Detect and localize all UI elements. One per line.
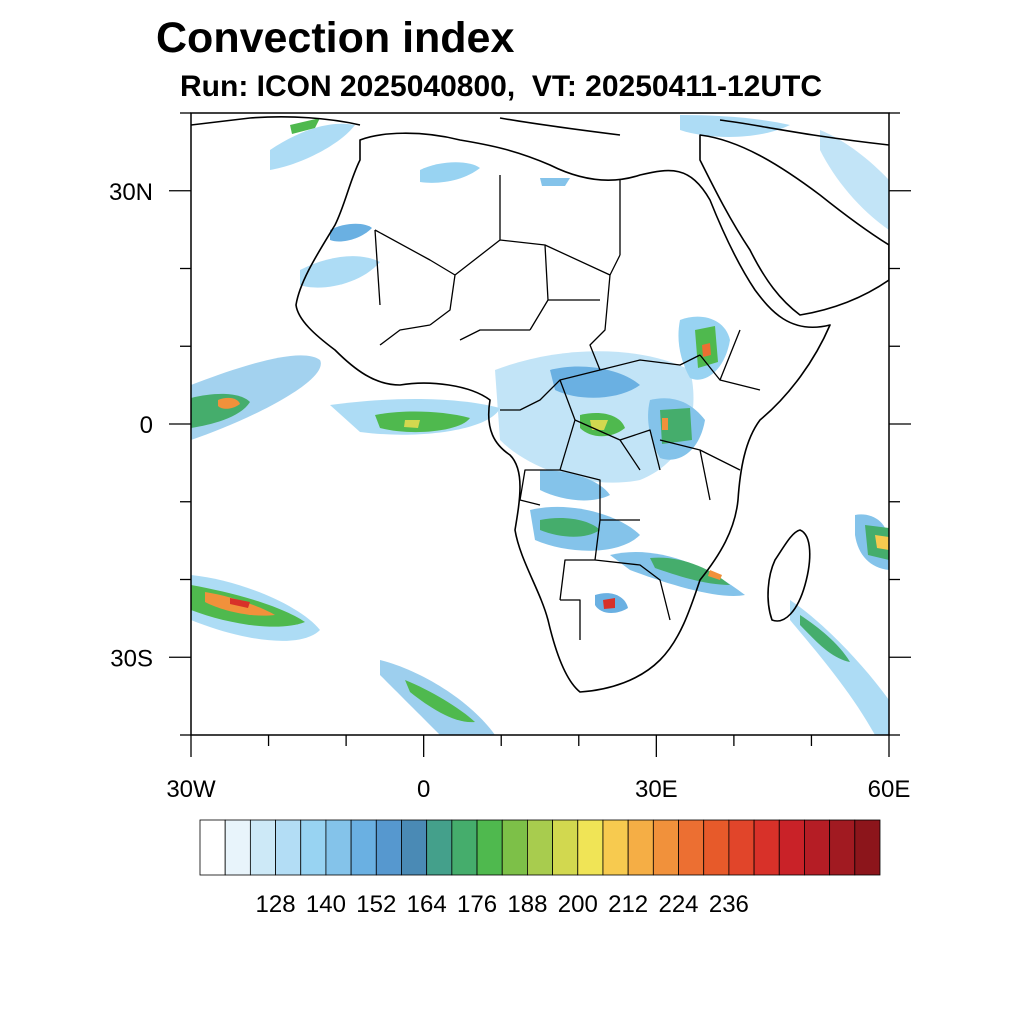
convection-blob [540,470,610,501]
colorbar-swatch [652,819,679,876]
colorbar-swatch [778,819,805,876]
convection-blob [603,598,615,609]
colorbar-label: 164 [407,891,447,918]
europe-coastline [191,116,889,146]
convection-blob [540,518,600,537]
y-tick-label: 0 [140,412,153,439]
axis-ticks: 30W 0 30E 60E 30N 0 30S [109,112,911,803]
colorbar-label: 236 [709,891,749,918]
convection-blob [662,418,668,430]
convection-blob [375,411,470,433]
x-tick-label: 30W [166,776,216,803]
country-borders [374,175,761,640]
map-subtitle: Run: ICON 2025040800, VT: 20250411-12UTC [180,70,822,103]
colorbar-swatch [249,819,276,876]
convection-blob [702,343,711,357]
convection-blob [708,570,722,580]
convection-blob [218,397,240,409]
colorbar-swatch [199,819,226,876]
convection-blob [800,615,850,662]
convection-blob [290,118,320,134]
map-title: Convection index [156,14,515,62]
y-tick-label: 30N [109,179,153,206]
colorbar-swatch [703,819,730,876]
colorbar-label: 128 [256,891,296,918]
convection-blob [230,598,250,608]
colorbar-swatch [577,819,604,876]
convection-blob [590,420,608,430]
convection-blob [540,178,570,186]
colorbar-swatch [678,819,705,876]
colorbar: 128 140 152 164 176 188 200 212 224 236 [199,819,881,918]
colorbar-swatch [804,819,831,876]
colorbar-swatch [753,819,780,876]
convection-blob [330,223,372,242]
colorbar-label: 200 [558,891,598,918]
convection-blob [300,256,380,288]
convection-blob [420,162,480,183]
colorbar-swatch [602,819,629,876]
colorbar-swatch [325,819,352,876]
colorbar-swatch [854,819,881,876]
colorbar-swatch [527,819,553,876]
coastlines [191,116,889,693]
convection-blob [660,408,692,444]
convection-blob [404,420,420,428]
colorbar-label: 188 [507,891,547,918]
colorbar-swatch [476,819,503,876]
x-tick-label: 60E [868,776,911,803]
y-tick-label: 30S [110,645,153,672]
colorbar-label: 212 [608,891,648,918]
x-tick-label: 0 [417,776,430,803]
convection-blob [650,557,730,585]
colorbar-label: 224 [658,891,698,918]
colorbar-swatch [350,819,377,876]
colorbar-swatch [300,819,327,876]
africa-coastline [295,132,831,693]
colorbar-swatch [426,819,453,876]
colorbar-swatch [375,819,402,876]
colorbar-label: 140 [306,891,346,918]
colorbar-label: 152 [356,891,396,918]
colorbar-swatch [829,819,856,876]
convection-blob [270,123,355,170]
convection-field [191,115,889,735]
colorbar-swatch [401,819,428,876]
colorbar-swatch [451,819,478,876]
convection-blob [405,680,475,723]
convection-blob [875,535,889,550]
colorbar-swatch [224,819,251,876]
colorbar-swatch [728,819,755,876]
madagascar-coastline [767,529,811,622]
colorbar-swatch [275,819,302,876]
arabia-coastline [699,134,889,316]
convection-blob [820,130,889,230]
colorbar-swatch [501,819,528,876]
colorbar-swatch [552,819,579,876]
x-tick-label: 30E [635,776,678,803]
colorbar-swatch [627,819,654,876]
convection-blob [680,115,790,137]
convection-blob [550,366,640,398]
colorbar-label: 176 [457,891,497,918]
